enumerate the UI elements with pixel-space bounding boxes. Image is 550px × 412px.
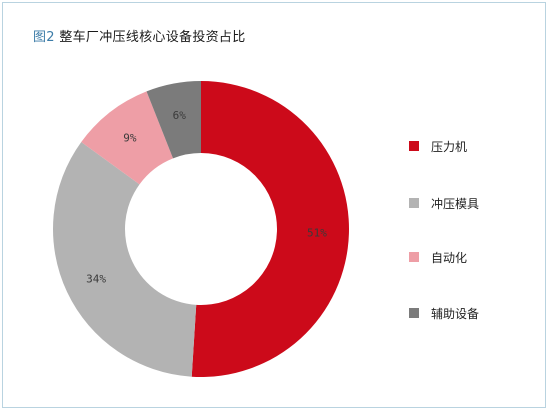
legend-label-3: 自动化 (431, 250, 468, 265)
legend-item-2: 冲压模具 (409, 196, 480, 211)
legend-swatch-1 (409, 141, 419, 151)
legend-swatch-4 (409, 308, 419, 318)
legend-label-1: 压力机 (431, 139, 468, 154)
slice-3-data-label: 9% (123, 131, 137, 144)
legend-label-2: 冲压模具 (431, 196, 480, 211)
donut-data-labels: 51% 34% 9% 6% (86, 109, 327, 285)
slice-4 (146, 81, 201, 159)
slice-3 (81, 91, 174, 185)
chart-legend: 压力机冲压模具自动化辅助设备 (409, 0, 539, 412)
legend-swatch-2 (409, 198, 419, 208)
chart-title: 图2 整车厂冲压线核心设备投资占比 (33, 26, 246, 45)
slice-1 (191, 81, 349, 377)
slice-2-data-label: 34% (86, 272, 106, 285)
slice-2 (52, 142, 197, 377)
legend-label-4: 辅助设备 (431, 306, 480, 321)
figure-label: 图2 (33, 30, 55, 45)
legend-item-4: 辅助设备 (409, 306, 480, 321)
legend-item-3: 自动化 (409, 250, 468, 265)
legend-swatch-3 (409, 252, 419, 262)
legend-item-1: 压力机 (409, 139, 468, 154)
chart-title-text: 整车厂冲压线核心设备投资占比 (59, 30, 246, 45)
slice-1-data-label: 51% (307, 227, 327, 240)
slice-4-data-label: 6% (173, 109, 187, 122)
donut-slices (52, 81, 349, 377)
